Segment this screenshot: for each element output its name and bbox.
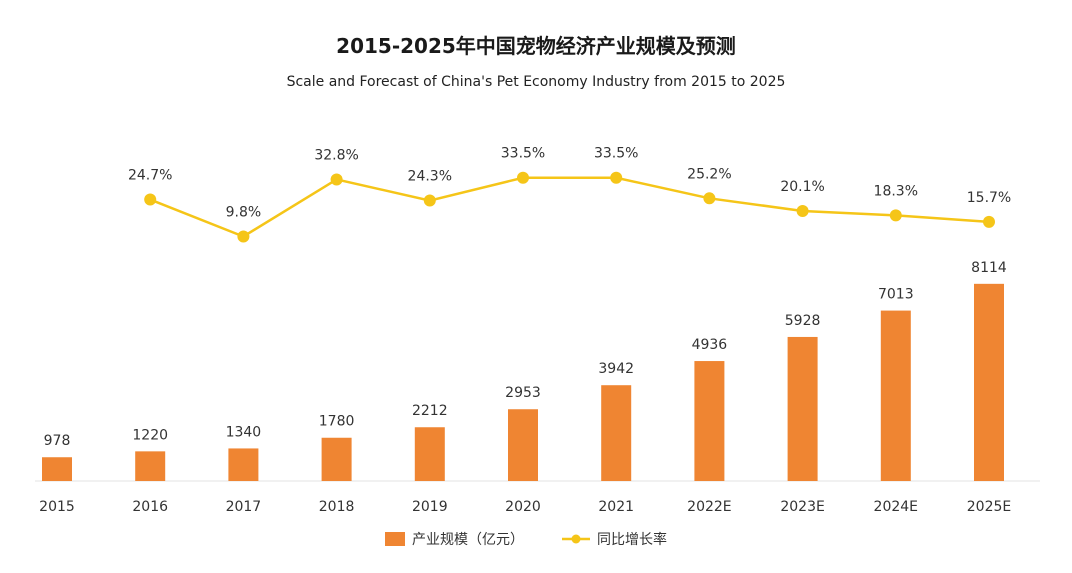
growth-point-2021 bbox=[610, 171, 623, 184]
growth-label-2025E: 15.7% bbox=[967, 190, 1011, 206]
x-tick-label-2023E: 2023E bbox=[780, 499, 824, 515]
bar-value-label-2020: 2953 bbox=[505, 385, 541, 401]
bar-value-label-2024E: 7013 bbox=[878, 287, 914, 303]
bar-value-label-2025E: 8114 bbox=[971, 260, 1007, 276]
bar-value-label-2017: 1340 bbox=[226, 424, 262, 440]
x-tick-label-2022E: 2022E bbox=[687, 499, 731, 515]
bar-value-label-2015: 978 bbox=[44, 433, 71, 449]
x-tick-label-2017: 2017 bbox=[226, 499, 262, 515]
growth-point-2024E bbox=[889, 209, 902, 222]
x-tick-label-2015: 2015 bbox=[39, 499, 75, 515]
bar-2017 bbox=[228, 448, 259, 481]
bar-2015 bbox=[42, 457, 72, 481]
bar-2022E bbox=[694, 361, 725, 481]
bar-2021 bbox=[601, 385, 632, 481]
bar-2016 bbox=[135, 451, 166, 481]
growth-point-2022E bbox=[703, 192, 716, 205]
bar-2020 bbox=[508, 409, 538, 481]
growth-point-2025E bbox=[983, 215, 995, 228]
growth-label-2024E: 18.3% bbox=[874, 183, 918, 199]
legend-swatch-dot bbox=[571, 534, 581, 544]
growth-label-2020: 33.5% bbox=[501, 146, 545, 162]
growth-label-2023E: 20.1% bbox=[780, 179, 824, 195]
bar-value-label-2016: 1220 bbox=[132, 427, 168, 443]
x-tick-label-2018: 2018 bbox=[319, 499, 355, 515]
x-tick-label-2021: 2021 bbox=[598, 499, 634, 515]
bar-value-label-2018: 1780 bbox=[319, 414, 355, 430]
x-tick-label-2016: 2016 bbox=[132, 499, 168, 515]
growth-label-2022E: 25.2% bbox=[687, 166, 731, 182]
bar-2018 bbox=[321, 437, 352, 481]
bar-value-label-2021: 3942 bbox=[598, 361, 634, 377]
chart-subtitle: Scale and Forecast of China's Pet Econom… bbox=[286, 74, 786, 90]
bar-value-label-2022E: 4936 bbox=[692, 337, 728, 353]
bar-value-label-2019: 2212 bbox=[412, 403, 448, 419]
growth-point-2020 bbox=[517, 171, 529, 184]
growth-point-2023E bbox=[796, 204, 809, 217]
legend-swatch-bar bbox=[385, 532, 405, 546]
x-tick-label-2024E: 2024E bbox=[874, 499, 918, 515]
chart-title: 2015-2025年中国宠物经济产业规模及预测 bbox=[336, 34, 736, 58]
bar-2019 bbox=[414, 427, 445, 481]
x-tick-label-2019: 2019 bbox=[412, 499, 448, 515]
growth-label-2019: 24.3% bbox=[408, 169, 452, 185]
growth-point-2019 bbox=[423, 194, 436, 207]
x-tick-label-2025E: 2025E bbox=[967, 499, 1011, 515]
growth-label-2017: 9.8% bbox=[226, 205, 262, 221]
legend-label-bar: 产业规模（亿元） bbox=[412, 532, 524, 548]
bar-2025E bbox=[974, 283, 1004, 481]
growth-point-2018 bbox=[330, 173, 343, 186]
bar-2024E bbox=[880, 310, 911, 481]
growth-label-2016: 24.7% bbox=[128, 168, 172, 184]
bar-2023E bbox=[787, 336, 818, 481]
x-tick-label-2020: 2020 bbox=[505, 499, 541, 515]
growth-point-2016 bbox=[144, 193, 157, 206]
growth-label-2021: 33.5% bbox=[594, 146, 638, 162]
growth-label-2018: 32.8% bbox=[314, 147, 358, 163]
growth-rate-line bbox=[149, 176, 990, 238]
growth-point-2017 bbox=[237, 230, 250, 243]
bar-value-label-2023E: 5928 bbox=[785, 313, 821, 329]
legend-label-line: 同比增长率 bbox=[597, 531, 667, 548]
